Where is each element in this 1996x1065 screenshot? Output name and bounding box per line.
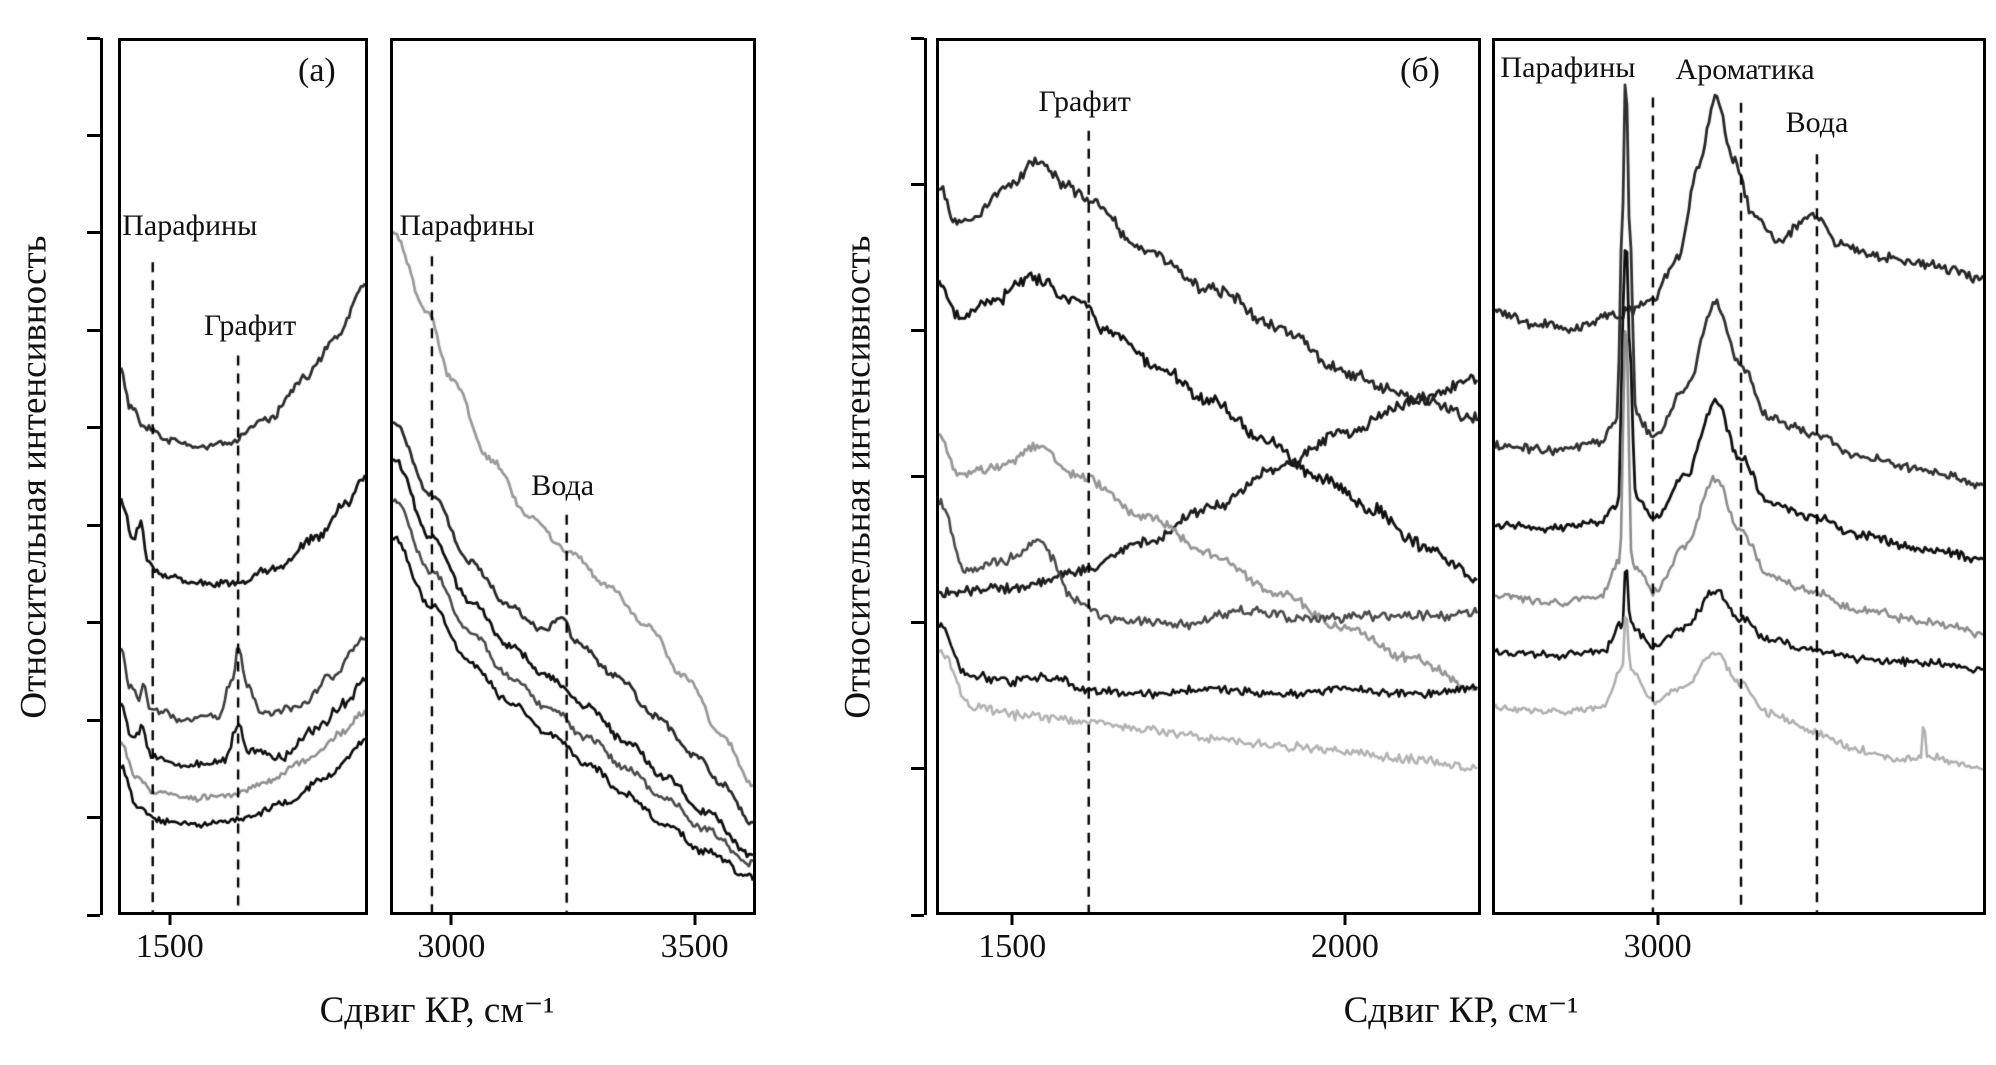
x-axis-tick <box>1010 912 1014 925</box>
y-axis-tick <box>911 913 924 917</box>
spectra-canvas-b-right <box>1495 41 1983 912</box>
y-axis-tick <box>87 913 100 917</box>
y-axis-tick <box>87 133 100 137</box>
annotation-label-b-right-1: Ароматика <box>1675 53 1815 87</box>
y-axis-b <box>908 36 927 917</box>
x-axis-tick <box>449 912 453 925</box>
y-axis-tick <box>87 621 100 625</box>
x-axis-tick-label: 1500 <box>135 928 204 965</box>
y-axis-tick <box>87 718 100 722</box>
x-axis-tick <box>168 912 172 925</box>
y-axis-title-a: Относительная интенсивность <box>13 235 55 719</box>
y-axis-title-b: Относительная интенсивность <box>837 235 879 719</box>
x-axis-tick-label: 3500 <box>660 928 729 965</box>
x-axis-tick-label: 3000 <box>1623 928 1692 965</box>
x-axis-tick-label: 1500 <box>978 928 1047 965</box>
spectra-canvas-b-left <box>939 41 1478 912</box>
y-axis-tick <box>87 426 100 430</box>
y-axis-tick <box>87 231 100 235</box>
y-axis-tick <box>911 328 924 332</box>
annotation-label-a-right-0: Парафины <box>399 209 535 243</box>
annotation-label-b-left-0: Графит <box>1038 84 1131 118</box>
annotation-label-b-right-0: Парафины <box>1500 50 1636 84</box>
y-axis-tick <box>911 621 924 625</box>
spectra-canvas-a-left <box>121 41 365 912</box>
panel-letter-a: (а) <box>298 52 336 89</box>
y-axis-tick <box>87 328 100 332</box>
y-axis-tick <box>87 816 100 820</box>
x-axis-tick-label: 2000 <box>1310 928 1379 965</box>
chart-panel-a-left: Парафины Графит 1500 <box>118 38 368 965</box>
y-axis-a <box>84 36 103 917</box>
x-axis-title-b: Сдвиг КР, см⁻¹ <box>1343 990 1579 1031</box>
y-axis-tick <box>87 523 100 527</box>
x-axis-tick <box>1343 912 1347 925</box>
chart-panel-a-right: Парафины Вода 3000 3500 <box>390 38 756 965</box>
annotation-label-a-left-0: Парафины <box>122 209 258 243</box>
y-axis-tick <box>87 36 100 40</box>
chart-panel-b-left: Графит 1500 2000 <box>936 38 1481 965</box>
x-axis-tick <box>693 912 697 925</box>
spectra-canvas-a-right <box>393 41 753 912</box>
x-axis-title-a: Сдвиг КР, см⁻¹ <box>319 990 555 1031</box>
annotation-label-a-left-1: Графит <box>203 309 297 343</box>
annotation-label-b-right-2: Вода <box>1785 105 1849 139</box>
x-axis-tick <box>1656 912 1660 925</box>
x-axis-tick-label: 3000 <box>417 928 486 965</box>
y-axis-tick <box>911 182 924 186</box>
annotation-label-a-right-1: Вода <box>531 468 595 502</box>
y-axis-tick <box>911 767 924 771</box>
panel-letter-b: (б) <box>1400 52 1440 89</box>
y-axis-tick <box>911 475 924 478</box>
chart-panel-b-right: Парафины Ароматика Вода 3000 <box>1492 38 1986 965</box>
y-axis-tick <box>911 36 924 40</box>
